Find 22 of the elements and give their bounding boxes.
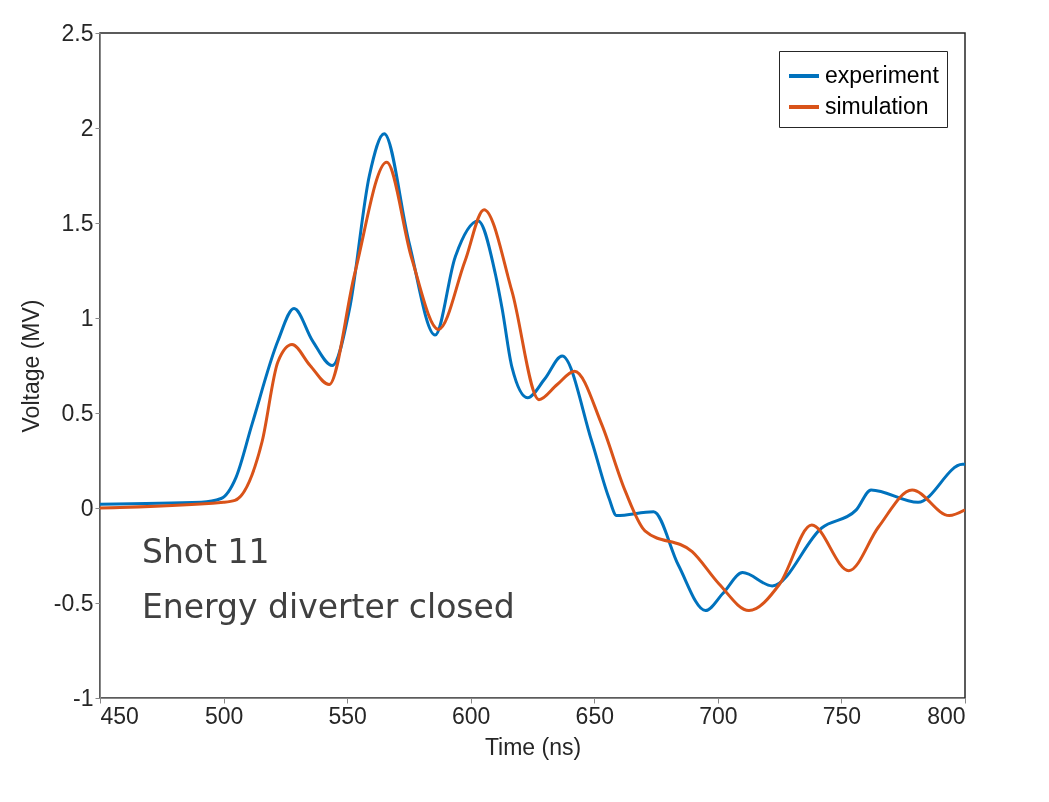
x-tick-label: 600: [452, 702, 491, 729]
y-tick-label: 2.5: [61, 19, 94, 46]
x-axis-title: Time (ns): [484, 733, 582, 760]
legend-label: experiment: [825, 62, 940, 88]
y-tick-label: 0.5: [61, 399, 94, 426]
y-tick-label: -0.5: [53, 589, 94, 616]
x-tick-label: 700: [699, 702, 738, 729]
y-tick-label: 0: [80, 494, 94, 521]
y-tick-label: 1: [80, 304, 94, 331]
x-tick-label: 650: [575, 702, 614, 729]
x-tick-label: 550: [328, 702, 367, 729]
annotation: Energy diverter closed: [142, 587, 515, 626]
y-tick-label: 2: [80, 114, 94, 141]
x-tick-label: 750: [822, 702, 862, 729]
y-tick-label: 1.5: [61, 209, 94, 236]
y-axis-title: Voltage (MV): [17, 299, 44, 433]
y-tick-label: -1: [73, 684, 94, 711]
x-tick-label: 450: [100, 702, 139, 729]
annotation: Shot 11: [142, 532, 270, 571]
x-tick-label: 800: [927, 702, 966, 729]
legend-label: simulation: [825, 93, 929, 119]
x-tick-label: 500: [204, 702, 244, 729]
